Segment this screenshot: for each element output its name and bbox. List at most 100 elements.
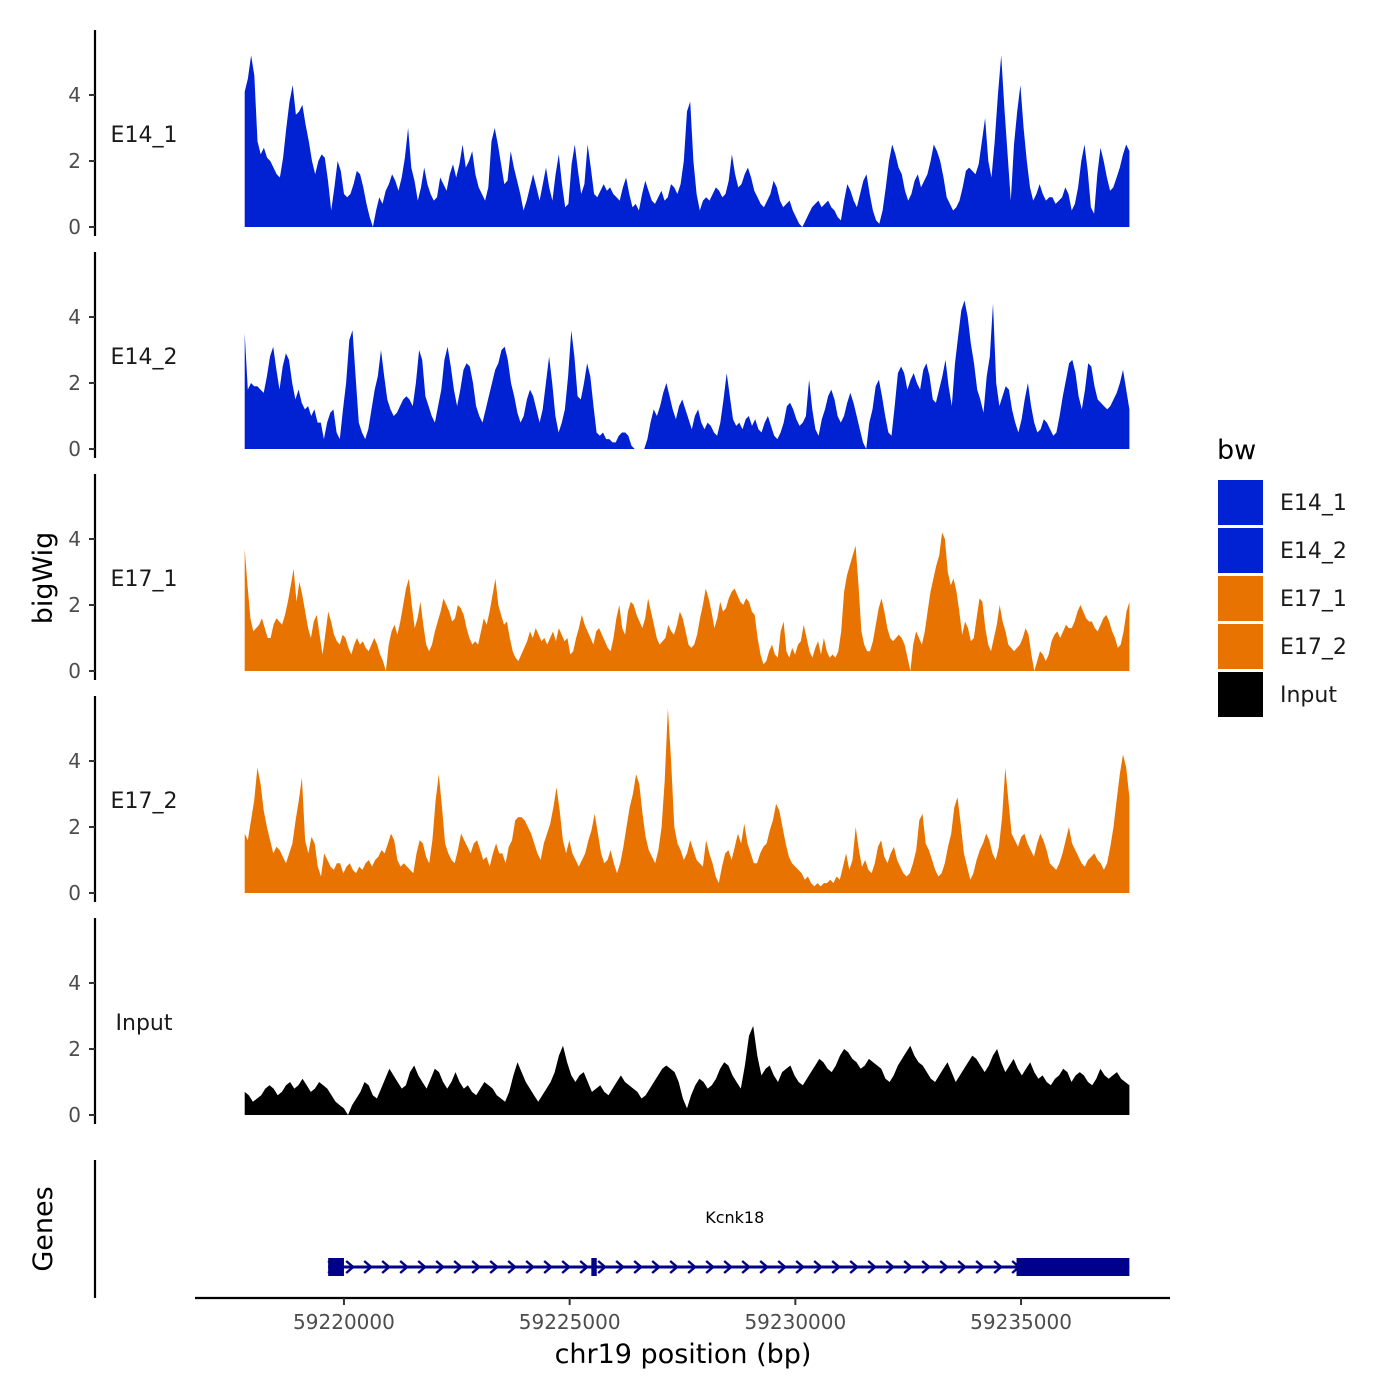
strand-arrow	[363, 1260, 374, 1274]
signal-area-e17-2	[244, 708, 1130, 893]
y-tick-label: 0	[68, 215, 81, 239]
y-tick-label: 0	[68, 659, 81, 683]
legend: bw E14_1 E14_2 E17_1 E17_2 Input	[1217, 435, 1347, 717]
gene-exon	[591, 1258, 597, 1276]
strand-arrow	[759, 1260, 770, 1274]
y-axis-title: bigWig	[28, 532, 59, 625]
strand-arrow	[669, 1260, 680, 1274]
x-tick-label: 59225000	[519, 1310, 621, 1334]
strand-arrow	[471, 1260, 482, 1274]
genes-track-title: Genes	[28, 1186, 59, 1271]
strand-arrow	[579, 1260, 590, 1274]
track-label: Input	[116, 1011, 173, 1036]
signal-area-e14-1	[244, 55, 1130, 228]
gene-name-label: Kcnk18	[705, 1208, 764, 1227]
strand-arrow	[417, 1260, 428, 1274]
strand-arrow	[993, 1260, 1004, 1274]
legend-title: bw	[1217, 435, 1256, 466]
strand-arrow	[975, 1260, 986, 1274]
strand-arrow	[435, 1260, 446, 1274]
gene-exon	[328, 1258, 344, 1276]
strand-arrow	[597, 1260, 608, 1274]
strand-arrow	[921, 1260, 932, 1274]
gene-kcnk18: Kcnk18	[327, 1208, 1130, 1276]
track-label: E17_2	[111, 789, 178, 814]
strand-arrow	[489, 1260, 500, 1274]
strand-arrow	[939, 1260, 950, 1274]
strand-arrow	[345, 1260, 356, 1274]
y-tick-label: 0	[68, 437, 81, 461]
strand-arrow	[867, 1260, 878, 1274]
y-tick-label: 4	[68, 749, 81, 773]
strand-arrow	[813, 1260, 824, 1274]
strand-arrow	[903, 1260, 914, 1274]
strand-arrow	[543, 1260, 554, 1274]
legend-item-e14-2: E14_2	[1218, 528, 1347, 573]
legend-label: E14_1	[1280, 491, 1347, 516]
legend-item-e14-1: E14_1	[1218, 480, 1347, 525]
legend-swatch	[1218, 528, 1263, 573]
strand-arrow	[777, 1260, 788, 1274]
track-e17-2: 0 2 4 E17_2	[68, 696, 1130, 905]
x-axis: 59220000 59225000 59230000 59235000 chr19 po…	[195, 1296, 1170, 1370]
signal-tracks: 0 2 4 E14_1 0 2 4 E14_2 0 2 4 E17_1 0 2 4 E17_2 0 2 4 Input	[68, 30, 1130, 1127]
x-axis-title: chr19 position (bp)	[555, 1339, 812, 1370]
strand-arrow	[957, 1260, 968, 1274]
y-tick-label: 2	[68, 593, 81, 617]
strand-arrow	[723, 1260, 734, 1274]
track-label: E17_1	[111, 567, 178, 592]
y-tick-label: 2	[68, 815, 81, 839]
track-e14-2: 0 2 4 E14_2	[68, 252, 1130, 461]
x-tick-label: 59220000	[293, 1310, 395, 1334]
legend-label: Input	[1280, 683, 1337, 708]
track-label: E14_1	[111, 123, 178, 148]
y-tick-label: 4	[68, 305, 81, 329]
gene-exon	[1016, 1258, 1130, 1276]
legend-swatch	[1218, 672, 1263, 717]
strand-arrow	[399, 1260, 410, 1274]
y-tick-label: 2	[68, 1037, 81, 1061]
strand-arrow	[885, 1260, 896, 1274]
strand-arrow	[795, 1260, 806, 1274]
legend-label: E14_2	[1280, 539, 1347, 564]
legend-item-input: Input	[1218, 672, 1337, 717]
legend-item-e17-2: E17_2	[1218, 624, 1347, 669]
strand-arrow	[633, 1260, 644, 1274]
legend-label: E17_2	[1280, 635, 1347, 660]
y-tick-label: 4	[68, 83, 81, 107]
strand-arrow	[615, 1260, 626, 1274]
strand-arrow	[507, 1260, 518, 1274]
x-tick-label: 59235000	[970, 1310, 1072, 1334]
y-tick-label: 4	[68, 971, 81, 995]
y-tick-label: 2	[68, 371, 81, 395]
strand-arrow	[525, 1260, 536, 1274]
track-input: 0 2 4 Input	[68, 918, 1130, 1127]
legend-swatch	[1218, 624, 1263, 669]
x-tick-label: 59230000	[744, 1310, 846, 1334]
strand-arrow	[561, 1260, 572, 1274]
strand-arrow	[849, 1260, 860, 1274]
genes-track: Kcnk18	[93, 1160, 1130, 1298]
legend-swatch	[1218, 480, 1263, 525]
strand-arrow	[651, 1260, 662, 1274]
legend-label: E17_1	[1280, 587, 1347, 612]
track-e14-1: 0 2 4 E14_1	[68, 30, 1130, 239]
track-label: E14_2	[111, 345, 178, 370]
signal-area-e17-1	[244, 532, 1130, 671]
strand-arrow	[705, 1260, 716, 1274]
y-tick-label: 0	[68, 881, 81, 905]
strand-arrow	[741, 1260, 752, 1274]
signal-area-input	[244, 1025, 1130, 1115]
strand-arrow	[831, 1260, 842, 1274]
signal-area-e14-2	[244, 300, 1130, 449]
legend-swatch	[1218, 576, 1263, 621]
strand-arrow	[453, 1260, 464, 1274]
y-tick-label: 4	[68, 527, 81, 551]
legend-item-e17-1: E17_1	[1218, 576, 1347, 621]
y-tick-label: 0	[68, 1103, 81, 1127]
strand-arrow	[687, 1260, 698, 1274]
track-e17-1: 0 2 4 E17_1	[68, 474, 1130, 683]
strand-arrow	[381, 1260, 392, 1274]
